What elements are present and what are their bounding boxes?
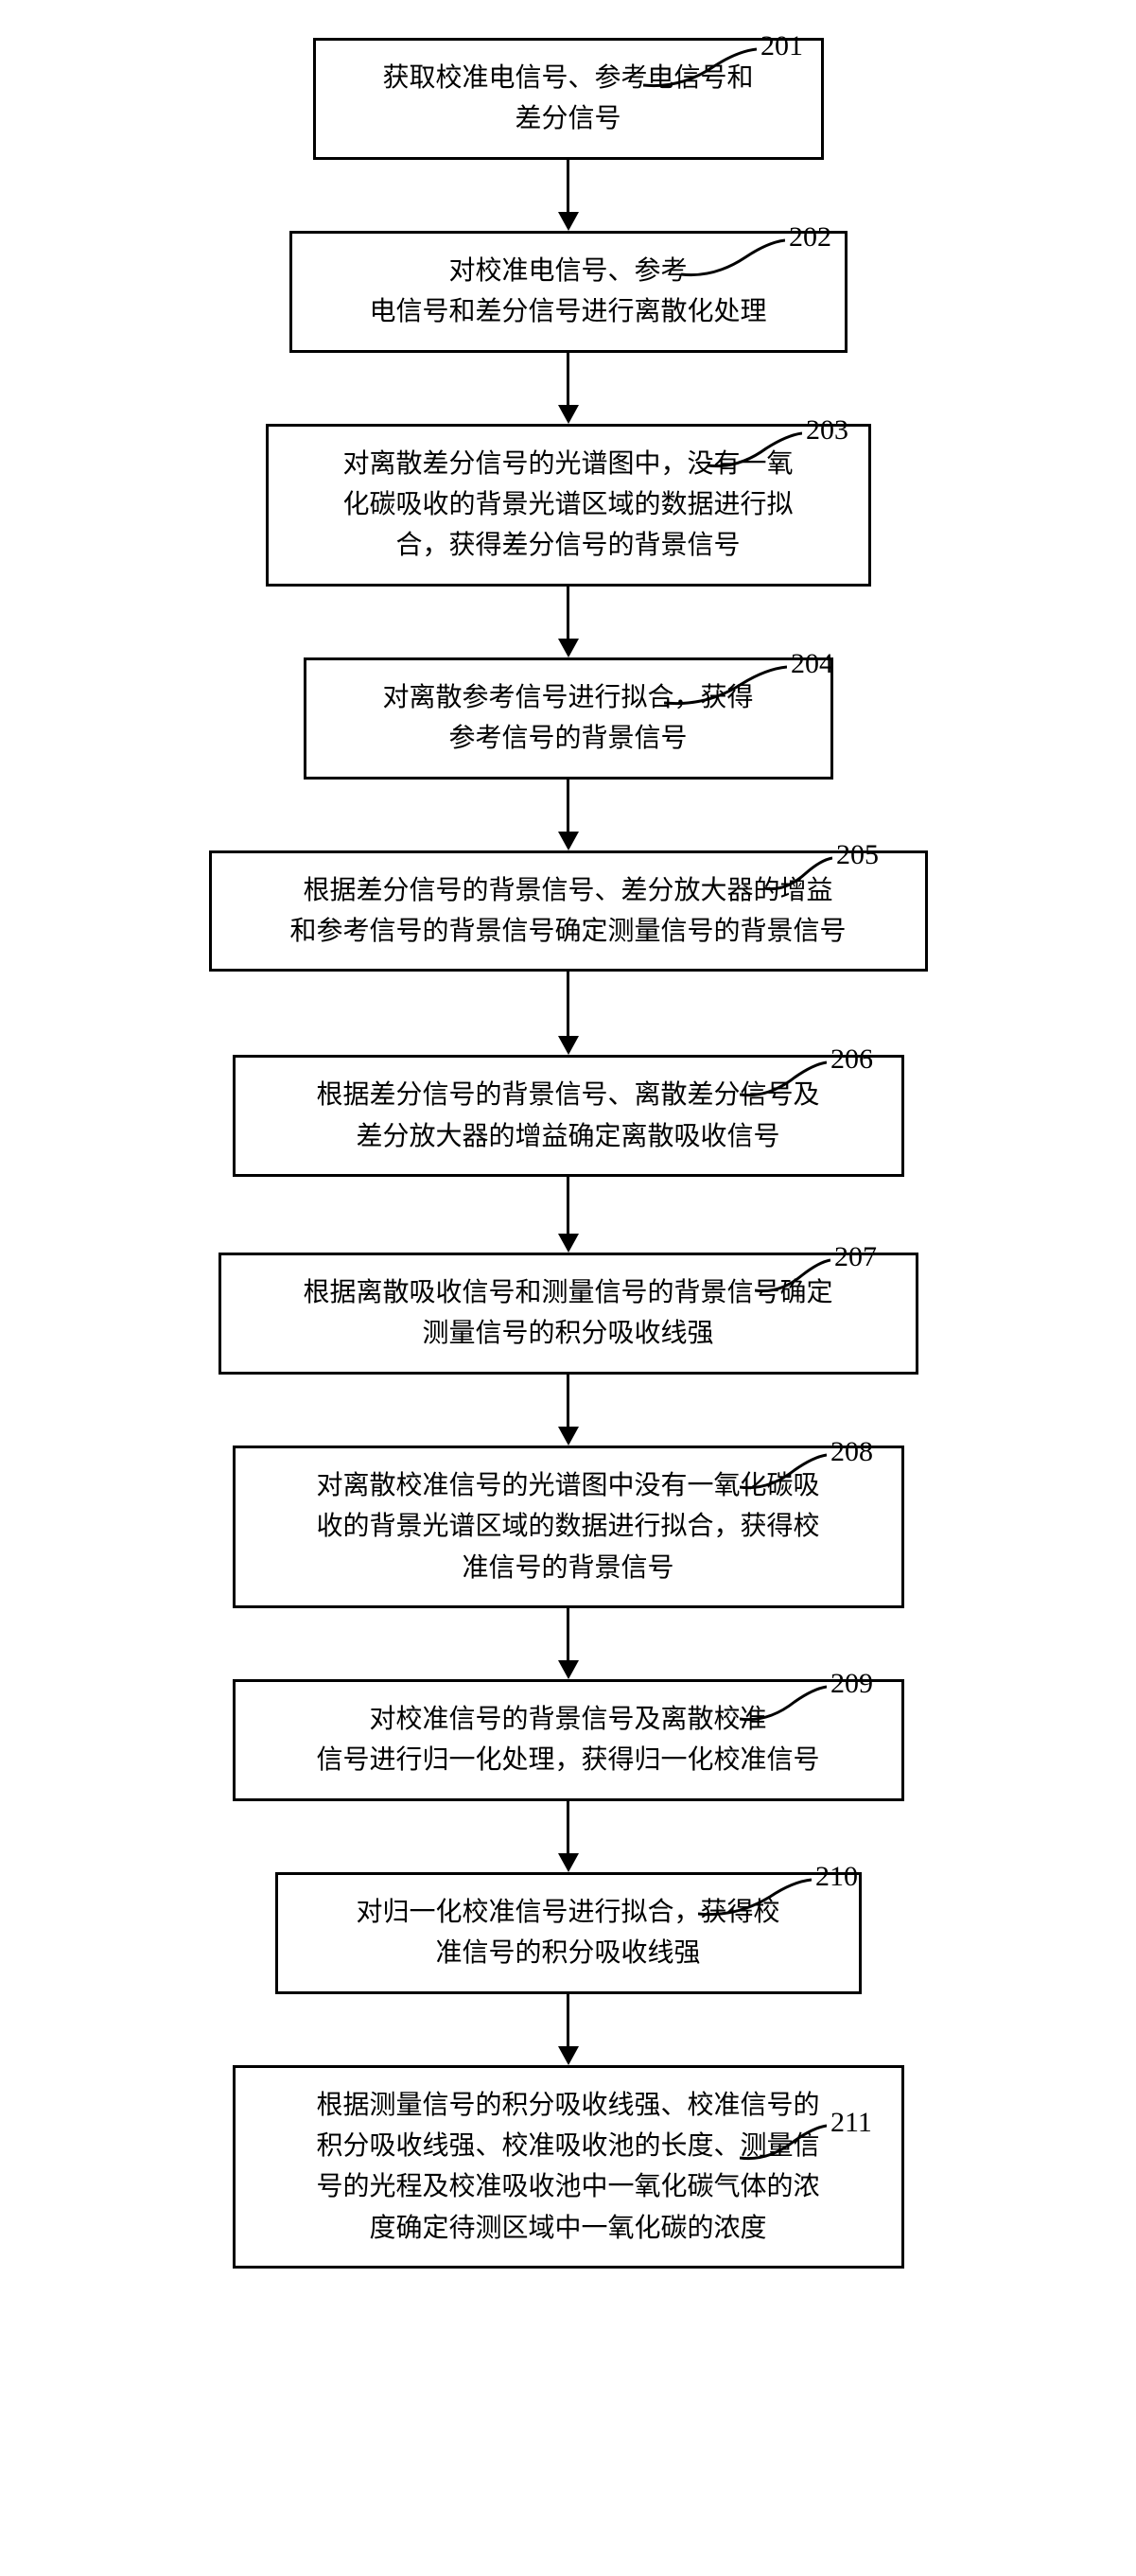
arrow-shaft <box>567 1801 569 1853</box>
flow-arrow-icon <box>550 1177 587 1253</box>
flow-step-box: 对归一化校准信号进行拟合，获得校准信号的积分吸收线强 <box>275 1872 862 1994</box>
flow-step-row: 对离散差分信号的光谱图中，没有一氧化碳吸收的背景光谱区域的数据进行拟合，获得差分… <box>0 424 1136 587</box>
arrow-shaft <box>567 353 569 405</box>
flow-step-text-line: 信号进行归一化处理，获得归一化校准信号 <box>316 1745 819 1775</box>
flow-step-text-line: 对归一化校准信号进行拟合，获得校 <box>356 1898 779 1927</box>
arrow-head-icon <box>558 832 579 850</box>
flow-step-text-line: 根据差分信号的背景信号、离散差分信号及 <box>316 1080 819 1110</box>
flow-step-text-line: 电信号和差分信号进行离散化处理 <box>369 297 766 326</box>
flow-step-row: 获取校准电信号、参考电信号和差分信号201 <box>0 38 1136 160</box>
flow-step-text-line: 差分放大器的增益确定离散吸收信号 <box>356 1122 779 1151</box>
flow-step-row: 根据差分信号的背景信号、离散差分信号及差分放大器的增益确定离散吸收信号206 <box>0 1055 1136 1177</box>
flow-step-box: 根据差分信号的背景信号、差分放大器的增益和参考信号的背景信号确定测量信号的背景信… <box>209 850 928 973</box>
flow-step-text-line: 参考信号的背景信号 <box>448 724 687 753</box>
flow-step-text-line: 对校准信号的背景信号及离散校准 <box>369 1705 766 1734</box>
flow-step-text-line: 度确定待测区域中一氧化碳的浓度 <box>369 2214 766 2243</box>
flow-step-row: 根据测量信号的积分吸收线强、校准信号的积分吸收线强、校准吸收池的长度、测量信号的… <box>0 2065 1136 2269</box>
flow-step-box: 根据差分信号的背景信号、离散差分信号及差分放大器的增益确定离散吸收信号 <box>233 1055 904 1177</box>
flow-step-box: 对离散参考信号进行拟合，获得参考信号的背景信号 <box>304 657 833 780</box>
flow-step-box: 根据测量信号的积分吸收线强、校准信号的积分吸收线强、校准吸收池的长度、测量信号的… <box>233 2065 904 2269</box>
flow-step-box: 对校准信号的背景信号及离散校准信号进行归一化处理，获得归一化校准信号 <box>233 1679 904 1801</box>
flow-step-row: 对校准信号的背景信号及离散校准信号进行归一化处理，获得归一化校准信号209 <box>0 1679 1136 1801</box>
flow-step-row: 根据离散吸收信号和测量信号的背景信号确定测量信号的积分吸收线强207 <box>0 1253 1136 1375</box>
arrow-head-icon <box>558 405 579 424</box>
flow-arrow-icon <box>550 1801 587 1872</box>
flow-step-text-line: 测量信号的积分吸收线强 <box>422 1319 713 1348</box>
flow-step-text-line: 对离散参考信号进行拟合，获得 <box>382 683 753 712</box>
flow-step-text-line: 获取校准电信号、参考电信号和 <box>382 63 753 93</box>
flow-step-text-line: 根据离散吸收信号和测量信号的背景信号确定 <box>303 1278 832 1307</box>
flow-arrow-icon <box>550 972 587 1055</box>
flow-arrow-icon <box>550 587 587 657</box>
flow-step-box: 根据离散吸收信号和测量信号的背景信号确定测量信号的积分吸收线强 <box>218 1253 918 1375</box>
flow-step-row: 对归一化校准信号进行拟合，获得校准信号的积分吸收线强210 <box>0 1872 1136 1994</box>
arrow-shaft <box>567 1177 569 1234</box>
flow-step-row: 对离散校准信号的光谱图中没有一氧化碳吸收的背景光谱区域的数据进行拟合，获得校准信… <box>0 1446 1136 1608</box>
arrow-shaft <box>567 972 569 1036</box>
arrow-head-icon <box>558 1427 579 1446</box>
flow-step-text-line: 和参考信号的背景信号确定测量信号的背景信号 <box>289 917 846 946</box>
flowchart: 获取校准电信号、参考电信号和差分信号201 对校准电信号、参考电信号和差分信号进行… <box>0 38 1136 2269</box>
arrow-head-icon <box>558 1234 579 1253</box>
flow-arrow-icon <box>550 780 587 850</box>
flow-step-text-line: 根据测量信号的积分吸收线强、校准信号的 <box>316 2091 819 2120</box>
flow-arrow-icon <box>550 1608 587 1679</box>
arrow-head-icon <box>558 212 579 231</box>
flow-step-row: 对离散参考信号进行拟合，获得参考信号的背景信号204 <box>0 657 1136 780</box>
flow-step-text-line: 化碳吸收的背景光谱区域的数据进行拟 <box>342 490 793 519</box>
flow-step-text-line: 号的光程及校准吸收池中一氧化碳气体的浓 <box>316 2172 819 2201</box>
flow-step-text-line: 积分吸收线强、校准吸收池的长度、测量信 <box>316 2131 819 2161</box>
flow-step-box: 对离散差分信号的光谱图中，没有一氧化碳吸收的背景光谱区域的数据进行拟合，获得差分… <box>266 424 871 587</box>
arrow-shaft <box>567 587 569 639</box>
flow-step-row: 根据差分信号的背景信号、差分放大器的增益和参考信号的背景信号确定测量信号的背景信… <box>0 850 1136 973</box>
flow-step-row: 对校准电信号、参考电信号和差分信号进行离散化处理202 <box>0 231 1136 353</box>
flow-step-box: 获取校准电信号、参考电信号和差分信号 <box>313 38 824 160</box>
flow-step-text-line: 合，获得差分信号的背景信号 <box>395 531 740 560</box>
arrow-shaft <box>567 1994 569 2046</box>
arrow-shaft <box>567 780 569 832</box>
arrow-head-icon <box>558 1853 579 1872</box>
flow-step-text-line: 准信号的背景信号 <box>462 1553 673 1583</box>
flow-arrow-icon <box>550 353 587 424</box>
flow-step-text-line: 差分信号 <box>515 104 620 133</box>
arrow-head-icon <box>558 1036 579 1055</box>
arrow-head-icon <box>558 1660 579 1679</box>
arrow-shaft <box>567 160 569 212</box>
flow-step-box: 对校准电信号、参考电信号和差分信号进行离散化处理 <box>289 231 848 353</box>
flow-arrow-icon <box>550 160 587 231</box>
flow-step-text-line: 根据差分信号的背景信号、差分放大器的增益 <box>303 876 832 905</box>
arrow-head-icon <box>558 639 579 657</box>
flow-step-text-line: 准信号的积分吸收线强 <box>435 1938 700 1968</box>
flow-step-text-line: 对校准电信号、参考 <box>448 256 687 286</box>
flow-step-box: 对离散校准信号的光谱图中没有一氧化碳吸收的背景光谱区域的数据进行拟合，获得校准信… <box>233 1446 904 1608</box>
flow-arrow-icon <box>550 1375 587 1446</box>
flow-arrow-icon <box>550 1994 587 2065</box>
flow-step-text-line: 对离散校准信号的光谱图中没有一氧化碳吸 <box>316 1471 819 1500</box>
arrow-shaft <box>567 1608 569 1660</box>
arrow-shaft <box>567 1375 569 1427</box>
flow-step-text-line: 对离散差分信号的光谱图中，没有一氧 <box>342 449 793 479</box>
arrow-head-icon <box>558 2046 579 2065</box>
flow-step-text-line: 收的背景光谱区域的数据进行拟合，获得校 <box>316 1512 819 1541</box>
